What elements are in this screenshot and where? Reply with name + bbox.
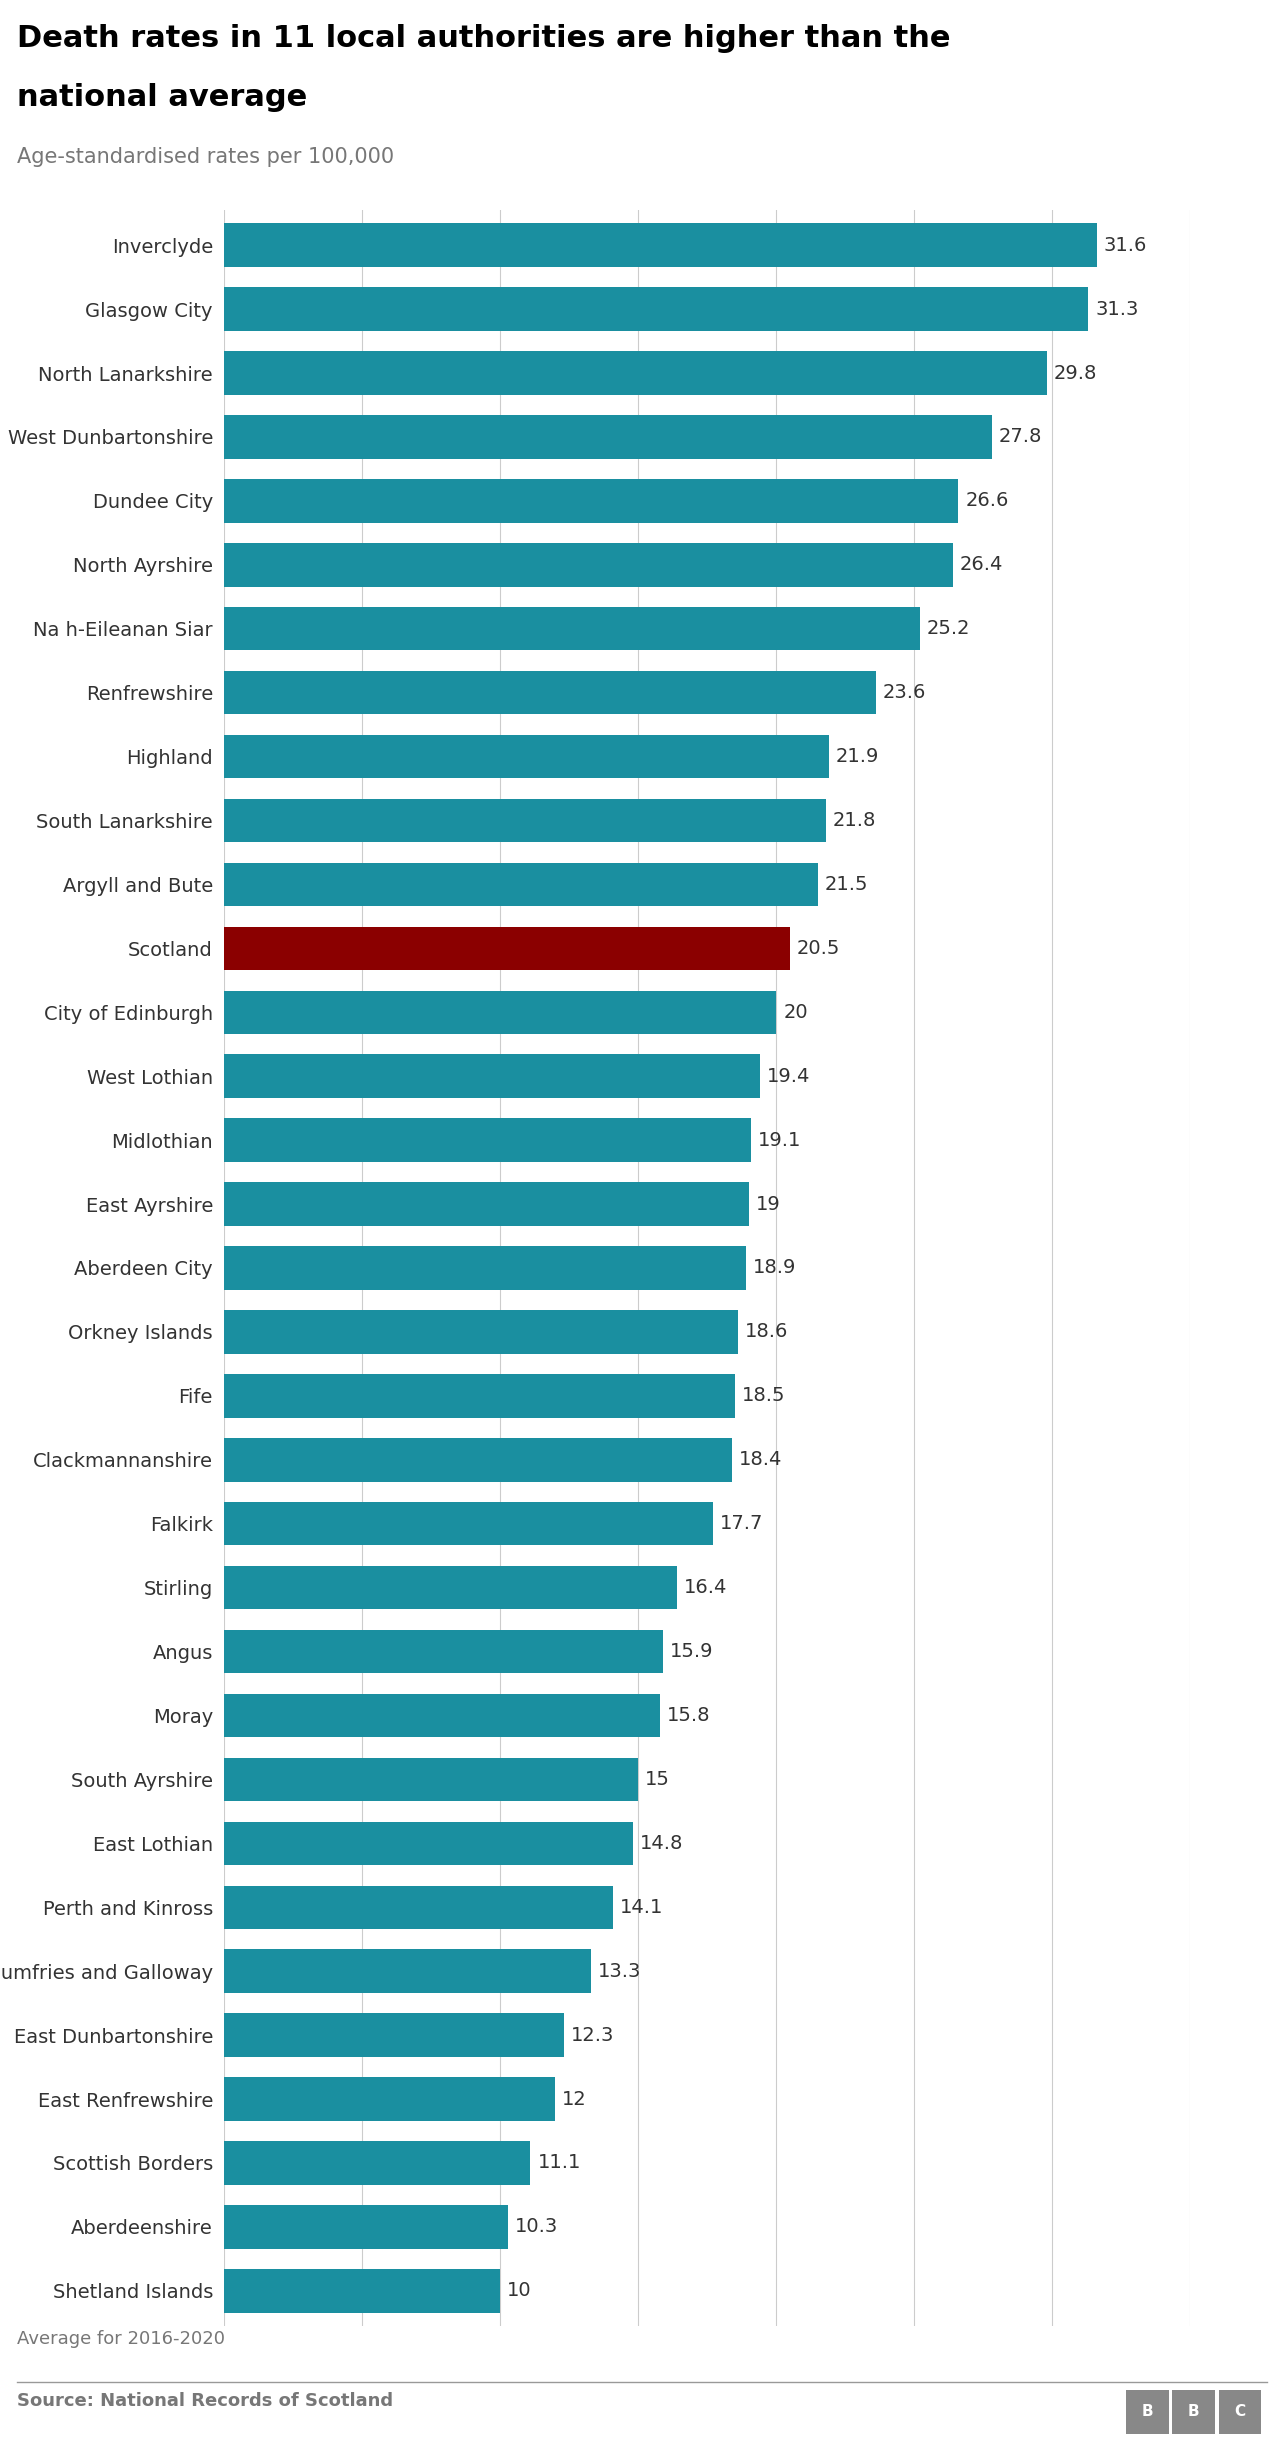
Bar (224, 1693, 660, 1737)
Bar (224, 670, 876, 714)
Text: 10: 10 (507, 2282, 531, 2299)
Text: B: B (1142, 2404, 1153, 2419)
Bar (224, 479, 959, 523)
Text: 27.8: 27.8 (998, 428, 1042, 448)
Text: 15.8: 15.8 (667, 1705, 710, 1724)
Bar (224, 927, 790, 971)
Text: 20: 20 (783, 1003, 808, 1022)
Text: 15.9: 15.9 (669, 1641, 713, 1661)
Bar (224, 2140, 530, 2184)
Bar (224, 1886, 613, 1930)
Text: 18.4: 18.4 (739, 1450, 782, 1470)
Text: national average: national average (17, 83, 307, 113)
Text: 17.7: 17.7 (719, 1514, 763, 1534)
Text: 11.1: 11.1 (538, 2152, 581, 2172)
Text: 16.4: 16.4 (684, 1578, 727, 1597)
Text: 13.3: 13.3 (598, 1962, 641, 1981)
Bar (224, 2206, 508, 2248)
Text: 18.6: 18.6 (745, 1323, 788, 1340)
Text: 31.6: 31.6 (1103, 235, 1147, 254)
Text: 15: 15 (645, 1771, 669, 1788)
Bar (224, 1565, 677, 1609)
Text: 10.3: 10.3 (516, 2219, 558, 2236)
Text: 18.5: 18.5 (741, 1387, 785, 1406)
Text: 26.4: 26.4 (960, 555, 1004, 575)
Text: 19: 19 (755, 1194, 781, 1213)
Text: 21.8: 21.8 (833, 812, 877, 829)
Text: 19.4: 19.4 (767, 1066, 810, 1086)
Bar (224, 991, 776, 1035)
Bar (224, 352, 1047, 394)
Bar (224, 1181, 749, 1225)
Text: 20.5: 20.5 (797, 939, 840, 959)
Bar (224, 1375, 735, 1419)
Text: Death rates in 11 local authorities are higher than the: Death rates in 11 local authorities are … (17, 24, 950, 54)
Bar (224, 1438, 732, 1482)
Bar (224, 1502, 713, 1546)
Bar (224, 1949, 591, 1993)
Text: 14.8: 14.8 (640, 1834, 684, 1854)
Text: 23.6: 23.6 (882, 682, 925, 702)
Text: 26.6: 26.6 (965, 492, 1009, 511)
Bar (224, 607, 920, 651)
Bar (224, 543, 952, 587)
Text: 25.2: 25.2 (927, 619, 970, 638)
Text: Source: National Records of Scotland: Source: National Records of Scotland (17, 2392, 393, 2409)
Bar (224, 1629, 663, 1673)
Text: 29.8: 29.8 (1053, 364, 1097, 382)
Text: Average for 2016-2020: Average for 2016-2020 (17, 2331, 225, 2348)
Text: 21.9: 21.9 (836, 746, 879, 766)
Bar (224, 223, 1097, 267)
Bar (224, 734, 828, 778)
Text: 12: 12 (562, 2089, 588, 2108)
Bar (224, 1118, 751, 1162)
Bar (224, 1759, 639, 1800)
Bar (224, 1054, 759, 1098)
Text: C: C (1234, 2404, 1245, 2419)
Text: 12.3: 12.3 (571, 2025, 614, 2045)
Bar (224, 2270, 500, 2311)
Text: 21.5: 21.5 (824, 876, 868, 893)
Bar (224, 1247, 746, 1289)
Bar (224, 863, 818, 905)
Bar (224, 286, 1088, 330)
Text: 18.9: 18.9 (753, 1260, 796, 1277)
Text: 31.3: 31.3 (1096, 298, 1138, 318)
Text: 14.1: 14.1 (621, 1898, 663, 1918)
Bar (224, 800, 826, 841)
Bar (224, 416, 992, 460)
Text: Age-standardised rates per 100,000: Age-standardised rates per 100,000 (17, 147, 394, 166)
Bar (224, 1311, 737, 1353)
Bar (224, 2077, 556, 2121)
Bar (224, 1822, 632, 1866)
Text: 19.1: 19.1 (758, 1130, 801, 1150)
Bar (224, 2013, 563, 2057)
Text: B: B (1188, 2404, 1199, 2419)
